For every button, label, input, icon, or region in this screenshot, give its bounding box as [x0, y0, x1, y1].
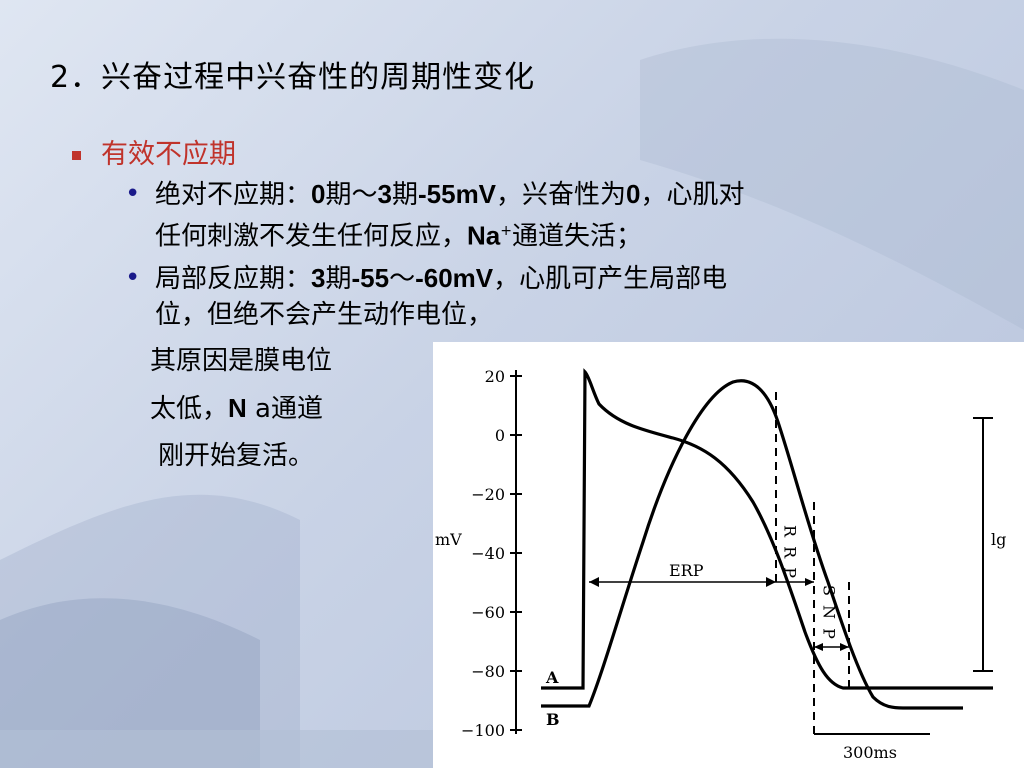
rrp-arrowhead	[805, 578, 814, 586]
bullet-local-response: • 局部反应期：3期-55～-60mV，心肌可产生局部电 位，但绝不会产生动作电…	[125, 260, 955, 333]
slide-title: 2．兴奋过程中兴奋性的周期性变化	[50, 60, 536, 95]
y-tick-label: −20	[471, 485, 505, 504]
bullet1-line1: 绝对不应期：0期～3期-55mV，兴奋性为0，心肌对	[155, 179, 745, 210]
bullet2-line1: 局部反应期：3期-55～-60mV，心肌可产生局部电	[155, 263, 728, 294]
continuation-line2: 太低，N a通道	[150, 393, 323, 424]
series-b-curve	[541, 379, 963, 710]
rrp-label: R R P	[781, 525, 800, 580]
scale-bar-label: lg	[991, 530, 1006, 549]
bullet2-line2: 位，但绝不会产生动作电位，	[155, 300, 494, 330]
bullet1-line2: 任何刺激不发生任何反应，Na+通道失活；	[155, 220, 643, 252]
y-tick-label: 20	[485, 367, 505, 386]
y-tick-label: −80	[471, 662, 505, 681]
time-scale-label: 300ms	[843, 743, 897, 762]
dot-bullet-icon: •	[125, 263, 141, 293]
erp-label: ERP	[669, 561, 704, 580]
heading-text: 有效不应期	[101, 139, 236, 170]
y-tick-label: −60	[471, 603, 505, 622]
snp-arrowheads	[814, 643, 849, 651]
y-tick-label: −100	[461, 721, 505, 740]
y-tick-label: −40	[471, 544, 505, 563]
action-potential-chart: 20 0 −20 −40 −60 −80 −100 mV ERP R R P S N P l…	[433, 342, 1024, 768]
heading-effective-refractory: 有效不应期	[72, 132, 236, 171]
series-a-curve	[541, 368, 993, 690]
bullet-absolute-refractory: • 绝对不应期：0期～3期-55mV，兴奋性为0，心肌对 任何刺激不发生任何反应…	[125, 176, 955, 255]
dot-bullet-icon: •	[125, 179, 141, 209]
y-axis-label: mV	[435, 530, 462, 549]
series-a-label: A	[545, 668, 559, 687]
continuation-line1: 其原因是膜电位	[150, 346, 333, 376]
y-tick-label: 0	[495, 426, 505, 445]
series-b-label: B	[546, 710, 560, 729]
continuation-line3: 刚开始复活。	[158, 441, 315, 471]
square-bullet-icon	[72, 151, 81, 160]
snp-label: S N P	[820, 585, 839, 641]
